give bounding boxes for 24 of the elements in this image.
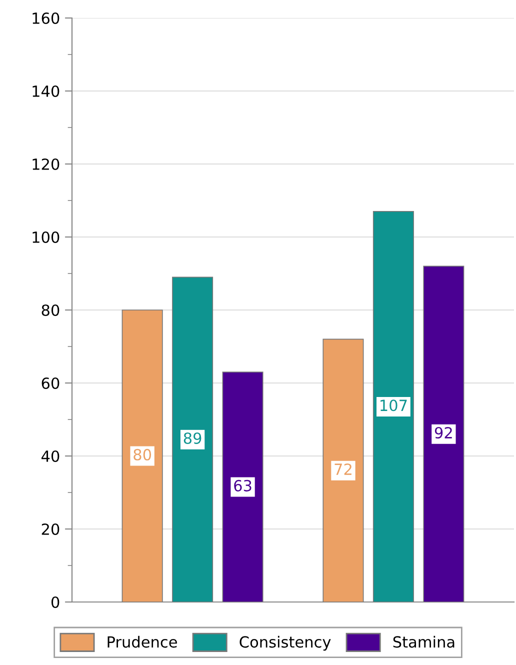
legend-label: Prudence (108, 636, 177, 648)
bar (322, 338, 364, 602)
y-tick-label: 160 (32, 12, 60, 24)
y-tick-label: 60 (42, 377, 60, 390)
data-label: 72 (334, 463, 352, 475)
bar (222, 372, 264, 602)
bar (372, 211, 414, 602)
y-tick-label: 0 (51, 596, 60, 608)
data-label: 80 (134, 448, 152, 460)
y-tick-label: 120 (32, 158, 60, 170)
y-tick-label: 140 (32, 85, 60, 98)
legend-label: Stamina (393, 636, 454, 648)
bar (122, 310, 163, 602)
bar (423, 266, 464, 602)
y-tick-label: 80 (42, 304, 60, 316)
y-tick-label: 20 (42, 523, 60, 536)
y-tick-label: 100 (32, 231, 60, 244)
legend-label: Consistency (240, 636, 331, 651)
bar (172, 276, 214, 602)
data-label: 92 (434, 426, 452, 439)
data-label: 63 (234, 480, 252, 492)
y-tick-label: 40 (42, 450, 60, 462)
data-label: 89 (184, 432, 202, 444)
data-label: 107 (380, 400, 407, 412)
